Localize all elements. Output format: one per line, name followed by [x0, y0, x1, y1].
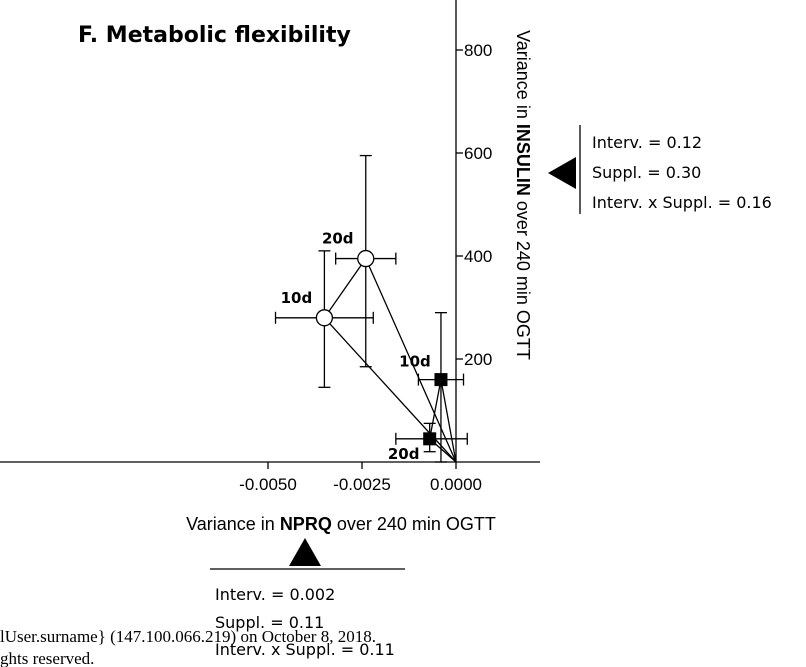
y-axis-title: Variance in INSULIN over 240 min OGTT — [513, 30, 533, 360]
y-tick-label: 600 — [464, 144, 492, 163]
data-point-circle — [315, 309, 334, 327]
x-tick-label: 0.0000 — [430, 475, 482, 494]
y-axis-title-part-1: Variance in — [513, 30, 533, 124]
x-axis-title: Variance in NPRQ over 240 min OGTT — [186, 514, 496, 534]
y-tick-label: 200 — [464, 350, 492, 369]
insulin-stat-interaction: Interv. x Suppl. = 0.16 — [592, 193, 772, 212]
insulin-stat-interv: Interv. = 0.12 — [592, 133, 702, 152]
x-axis-title-part-3: over 240 min OGTT — [332, 514, 496, 534]
panel-title: F. Metabolic flexibility — [78, 23, 351, 48]
insulin-stat-arrow — [548, 157, 576, 189]
data-point-label: 20d — [322, 230, 354, 248]
x-tick-label: -0.0050 — [239, 475, 297, 494]
insulin-stat-suppl: Suppl. = 0.30 — [592, 163, 701, 182]
footer-line-2: ghts reserved. — [0, 649, 94, 667]
data-point-label: 20d — [388, 445, 420, 463]
data-point-circle — [357, 249, 375, 268]
y-axis-title-part-3: over 240 min OGTT — [513, 196, 533, 360]
data-point-label: 10d — [399, 353, 431, 371]
footer-line-1: lUser.surname} (147.100.066.219) on Octo… — [0, 627, 376, 646]
x-axis-title-part-2: NPRQ — [280, 514, 332, 534]
nprq-stat-arrow — [289, 538, 321, 566]
y-axis-title-part-2: INSULIN — [513, 124, 533, 196]
data-point-label: 10d — [281, 289, 313, 307]
nprq-stat-suppl: Suppl. = 0.11 — [215, 613, 324, 632]
x-tick-label: -0.0025 — [333, 475, 391, 494]
connector-line — [323, 257, 457, 463]
y-tick-label: 800 — [464, 41, 492, 60]
connector-line — [428, 379, 457, 463]
nprq-stat-interaction: Interv. x Suppl. = 0.11 — [215, 640, 395, 659]
data-point-square — [434, 373, 448, 387]
nprq-stat-interv: Interv. = 0.002 — [215, 585, 335, 604]
x-axis-title-part-1: Variance in — [186, 514, 280, 534]
data-point-square — [423, 432, 437, 446]
y-tick-label: 400 — [464, 247, 492, 266]
